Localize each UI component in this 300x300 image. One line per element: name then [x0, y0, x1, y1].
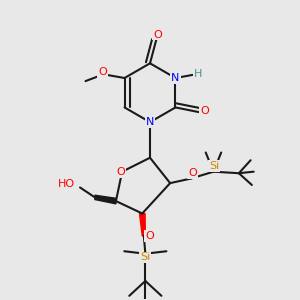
Text: Si: Si — [209, 161, 220, 171]
Polygon shape — [140, 214, 146, 236]
Text: O: O — [145, 231, 154, 242]
Text: O: O — [98, 67, 107, 77]
Text: HO: HO — [58, 179, 75, 189]
Text: N: N — [146, 117, 154, 127]
Text: O: O — [116, 167, 125, 177]
Text: H: H — [194, 69, 202, 79]
Text: O: O — [200, 106, 208, 116]
Text: O: O — [188, 168, 197, 178]
Text: N: N — [171, 73, 180, 83]
Polygon shape — [95, 195, 116, 204]
Text: Si: Si — [140, 252, 151, 262]
Text: O: O — [153, 29, 162, 40]
